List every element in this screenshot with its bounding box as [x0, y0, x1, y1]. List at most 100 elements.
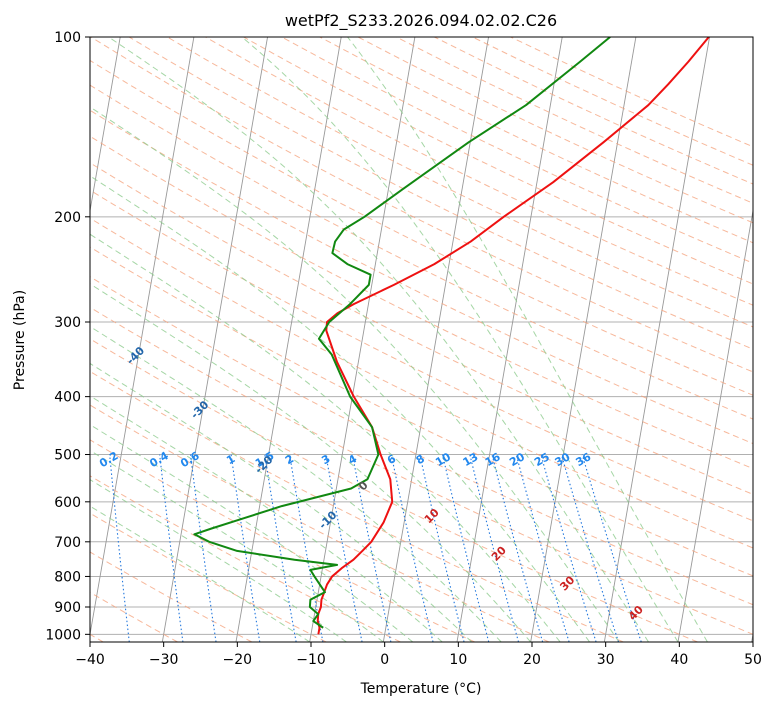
dry-adiabat-line — [90, 59, 753, 396]
dry-adiabat-line — [90, 84, 753, 420]
dry-adiabat-line — [395, 37, 753, 204]
mixing-ratio-line — [469, 454, 520, 642]
y-tick-label: 600 — [54, 495, 81, 511]
x-tick-label: 10 — [449, 652, 467, 668]
isotherm-line — [90, 37, 121, 214]
mixing-ratio-line — [351, 454, 392, 642]
mixing-ratio-label: 30 — [553, 450, 573, 469]
x-axis: −40 −30 −20 −10 0 10 20 30 40 50 — [75, 642, 762, 668]
dry-adiabat-line — [90, 370, 624, 642]
dry-adiabat-line — [434, 37, 753, 185]
mixing-ratio-line — [390, 454, 434, 642]
mixing-ratio-label: 0.4 — [147, 449, 171, 470]
dry-adiabat-line — [319, 37, 753, 244]
x-tick-label: 30 — [597, 652, 615, 668]
x-tick-label: −20 — [223, 652, 253, 668]
moist-adiabat-line — [241, 37, 679, 642]
moist-adiabat-line — [90, 362, 473, 642]
background-lines — [90, 37, 753, 642]
plot-frame — [89, 36, 754, 643]
dry-adiabat-line — [90, 512, 327, 642]
mixing-ratio-line — [515, 454, 570, 642]
isotherm-line — [235, 37, 342, 642]
mixing-ratio-label: 0.2 — [97, 449, 120, 470]
mixing-ratio-line — [264, 454, 297, 642]
dry-adiabat-line — [90, 109, 753, 445]
moist-adiabat-line — [90, 106, 620, 642]
mixing-ratio-line — [581, 454, 642, 642]
mixing-ratio-line — [230, 454, 261, 642]
isotherm-line — [456, 37, 563, 642]
x-axis-title: Temperature (°C) — [360, 681, 482, 697]
dry-adiabat-line — [90, 276, 753, 606]
isotherm-line — [309, 37, 416, 642]
y-tick-label: 800 — [54, 569, 81, 585]
mixing-ratio-label: 25 — [532, 450, 552, 469]
dry-adiabat-line — [90, 135, 753, 470]
mixing-ratio-line — [419, 454, 465, 642]
dry-adiabat-line — [90, 37, 753, 373]
chart-title: wetPf2_S233.2026.094.02.02.C26 — [285, 11, 557, 31]
mixing-ratio-line — [540, 454, 597, 642]
y-tick-label: 1000 — [45, 627, 81, 643]
y-tick-label: 100 — [54, 30, 81, 46]
y-tick-label: 900 — [54, 600, 81, 616]
isotherm-line — [382, 37, 489, 642]
dry-adiabat-line — [90, 338, 698, 642]
x-tick-label: −30 — [149, 652, 179, 668]
mixing-ratio-label: 13 — [461, 450, 481, 469]
y-tick-label: 200 — [54, 210, 81, 226]
y-tick-label: 700 — [54, 535, 81, 551]
dry-adiabat-line — [90, 162, 753, 495]
dry-adiabat-line — [90, 551, 253, 642]
dry-adiabat-line — [167, 37, 753, 328]
dry-adiabat-line — [90, 189, 753, 522]
mixing-ratio-line — [491, 454, 544, 642]
dry-adiabat-line — [128, 37, 753, 350]
y-axis: 100 200 300 400 500 600 700 800 900 1000 — [45, 30, 90, 643]
dry-adiabat-line — [281, 37, 753, 264]
isotherm-label: 20 — [489, 543, 509, 563]
moist-adiabat-line — [107, 37, 649, 642]
mixing-ratio-line — [159, 454, 184, 642]
moist-adiabat-line — [346, 37, 708, 642]
x-tick-label: 50 — [744, 652, 762, 668]
y-axis-title: Pressure (hPa) — [12, 290, 28, 390]
isotherm-label: 40 — [626, 603, 646, 623]
moist-adiabat-line — [90, 424, 414, 642]
isotherm-line — [90, 37, 195, 637]
isotherm-label: -50 — [59, 292, 82, 315]
isotherm-line — [751, 631, 753, 642]
y-tick-label: 500 — [54, 448, 81, 464]
dry-adiabat-line — [510, 37, 753, 148]
moist-adiabat-line — [90, 175, 591, 642]
dry-adiabat-line — [90, 404, 550, 642]
mixing-ratio-line — [441, 454, 490, 642]
moist-adiabat-line — [90, 395, 443, 642]
y-tick-label: 400 — [54, 390, 81, 406]
mixing-ratio-label: 36 — [574, 450, 594, 469]
mixing-ratio-line — [325, 454, 363, 642]
x-tick-label: −40 — [75, 652, 105, 668]
isotherm-label: -60 — [0, 241, 18, 264]
mixing-ratio-line — [109, 454, 130, 642]
moist-adiabat-line — [90, 479, 347, 642]
isotherm-label: 10 — [422, 506, 442, 526]
y-tick-label: 300 — [54, 315, 81, 331]
moist-adiabat-line — [90, 449, 384, 642]
moist-adiabat-line — [90, 325, 502, 642]
dry-adiabat-line — [90, 217, 753, 549]
profile-lines — [193, 37, 710, 635]
dry-adiabat-line — [90, 439, 475, 642]
mixing-ratio-label: 16 — [483, 450, 503, 469]
dry-adiabat-line — [90, 475, 401, 642]
dry-adiabat-line — [90, 306, 753, 635]
dry-adiabat-line — [90, 246, 753, 577]
x-tick-label: 20 — [523, 652, 541, 668]
dewpoint-line — [193, 37, 611, 629]
mixing-ratio-label: 20 — [507, 450, 527, 469]
x-tick-label: 0 — [380, 652, 389, 668]
temperature-line — [316, 37, 710, 635]
